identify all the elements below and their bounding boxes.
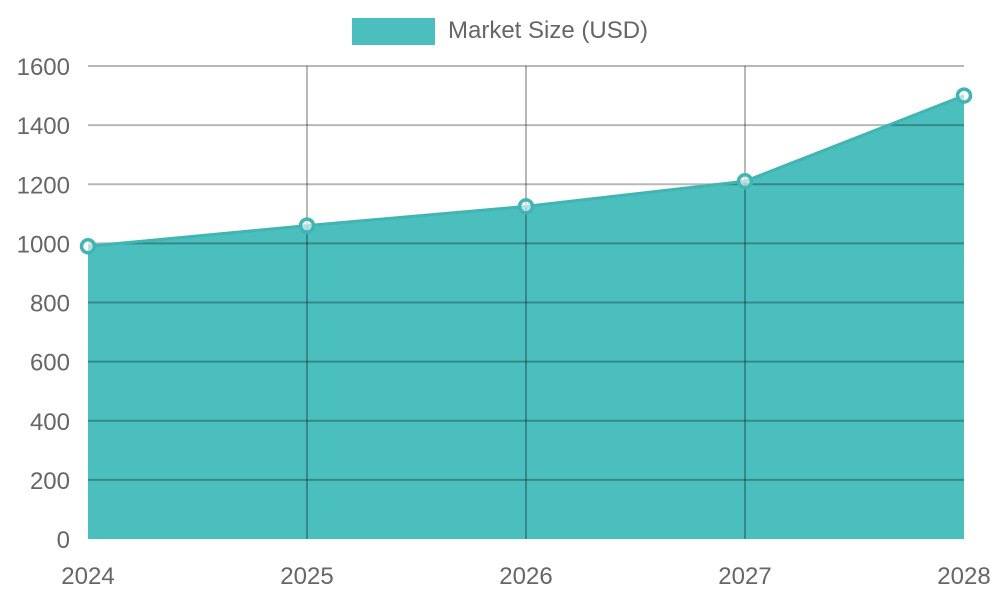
y-axis-tick-label: 1400 <box>17 113 70 140</box>
legend-swatch <box>352 17 435 45</box>
data-point-marker <box>736 173 754 190</box>
y-axis-tick-label: 0 <box>57 527 70 554</box>
series-layer <box>88 95 964 539</box>
data-point-marker <box>517 198 535 215</box>
legend-label: Market Size (USD) <box>448 17 649 44</box>
marker-layer <box>79 87 973 255</box>
series-area-fill <box>88 95 964 539</box>
x-axis-tick-label: 2027 <box>718 563 771 590</box>
y-axis-tick-label: 1000 <box>17 231 70 258</box>
legend-item-market-size[interactable]: Market Size (USD) <box>352 17 649 45</box>
y-axis-tick-label: 1200 <box>17 172 70 199</box>
data-point-marker <box>298 217 316 234</box>
data-point-marker <box>955 87 973 104</box>
grid-layer <box>88 65 964 539</box>
tick-layer: 0 200 400 600 800 1000 1200 1400 1600 2024 2025 202… <box>17 54 991 590</box>
data-point-marker <box>79 238 97 255</box>
x-axis-tick-label: 2025 <box>280 563 333 590</box>
y-axis-tick-label: 800 <box>30 291 70 318</box>
x-axis-tick-label: 2026 <box>499 563 552 590</box>
y-axis-tick-label: 400 <box>30 409 70 436</box>
legend: Market Size (USD) <box>352 16 648 46</box>
x-axis-tick-label: 2028 <box>937 563 990 590</box>
y-axis-tick-label: 1600 <box>17 54 70 81</box>
y-axis-tick-label: 600 <box>30 350 70 377</box>
x-axis-tick-label: 2024 <box>61 563 114 590</box>
y-axis-tick-label: 200 <box>30 468 70 495</box>
